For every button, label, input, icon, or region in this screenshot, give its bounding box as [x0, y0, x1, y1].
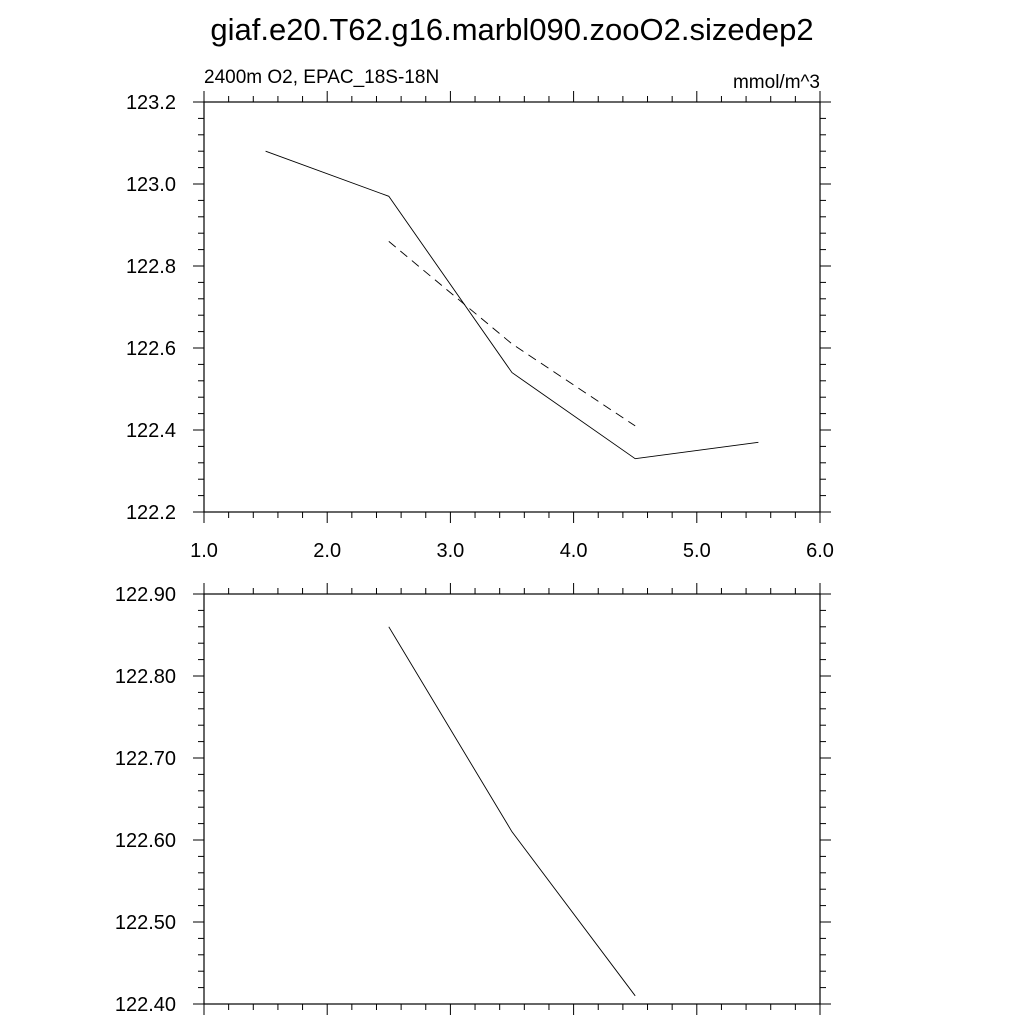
chart-title: giaf.e20.T62.g16.marbl090.zooO2.sizedep2 [210, 12, 813, 47]
y-tick-label: 122.70 [115, 748, 176, 770]
y-tick-label: 122.2 [126, 502, 176, 524]
x-tick-label: 2.0 [313, 540, 341, 562]
y-tick-label: 122.8 [126, 256, 176, 278]
y-tick-label: 123.2 [126, 92, 176, 114]
y-tick-label: 122.60 [115, 830, 176, 852]
upper-panel-subtitle-left: 2400m O2, EPAC_18S-18N [204, 67, 439, 88]
solid-series-line [388, 626, 636, 997]
x-axis-ticks [203, 91, 821, 523]
y-tick-label: 122.40 [115, 994, 176, 1016]
dashed-series-line [388, 241, 636, 427]
y-axis-ticks [193, 101, 831, 513]
x-tick-label: 3.0 [436, 540, 464, 562]
solid-series-line [265, 150, 759, 460]
y-tick-label: 122.4 [126, 420, 176, 442]
upper-panel: 2400m O2, EPAC_18S-18N mmol/m^3 122.2 122… [126, 67, 834, 562]
x-tick-label: 1.0 [190, 540, 218, 562]
lower-panel: 122.40 122.50 122.60 122.70 122.80 122.90 [115, 583, 831, 1016]
x-axis-ticks [203, 583, 821, 1015]
x-tick-label: 4.0 [560, 540, 588, 562]
y-tick-label: 122.80 [115, 666, 176, 688]
x-tick-label: 5.0 [683, 540, 711, 562]
y-tick-label: 122.90 [115, 584, 176, 606]
upper-panel-units-label: mmol/m^3 [733, 72, 820, 93]
x-tick-label: 6.0 [806, 540, 834, 562]
plot-frame [203, 101, 821, 513]
y-tick-label: 122.6 [126, 338, 176, 360]
y-axis-ticks [193, 593, 831, 1005]
y-tick-label: 123.0 [126, 174, 176, 196]
y-tick-label: 122.50 [115, 912, 176, 934]
plot-frame [203, 593, 821, 1005]
